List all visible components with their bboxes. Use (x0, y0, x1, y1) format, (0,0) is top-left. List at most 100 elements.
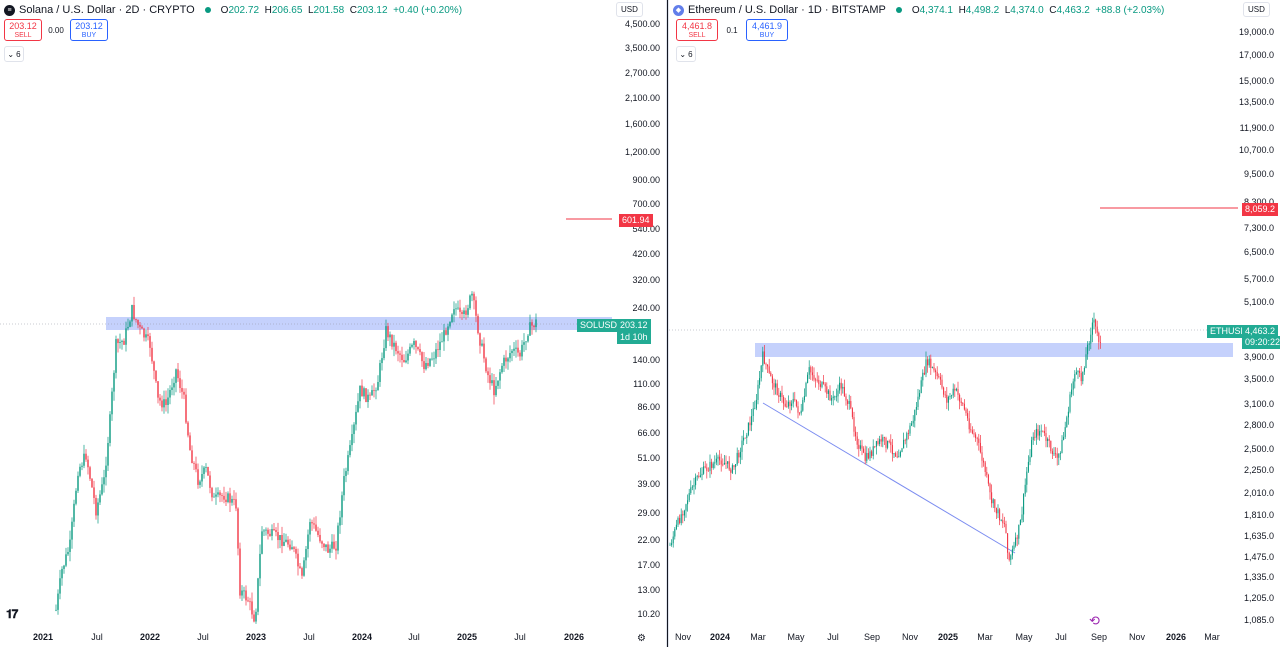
left.y_ticks-tick: 4,500.00 (624, 19, 660, 29)
candle-body (415, 341, 417, 348)
candle-body (675, 524, 677, 530)
candle-body (827, 390, 829, 394)
candle-body (728, 461, 730, 470)
candle-body (891, 445, 893, 455)
candle-body (231, 498, 233, 503)
candle-body (936, 372, 938, 377)
candle-body (397, 351, 399, 354)
candle-body (121, 340, 123, 342)
candle-body (802, 400, 804, 411)
candle-body (57, 593, 59, 610)
candle-body (449, 322, 451, 327)
time-tick: Nov (1128, 632, 1146, 642)
candle-body (1008, 552, 1010, 560)
candle-body (909, 425, 911, 434)
time-tick: Jul (91, 632, 103, 642)
candle-body (205, 467, 207, 468)
candle-body (465, 310, 467, 315)
candle-body (499, 372, 501, 381)
target-price-label: 8,059.2 (1242, 203, 1279, 216)
candle-body (199, 481, 201, 485)
right.y_ticks-tick: 2,500.0 (1243, 443, 1274, 454)
resistance-zone (106, 317, 612, 330)
candle-body (930, 358, 932, 368)
candle-body (832, 396, 834, 399)
indicators-toggle[interactable]: ⌄ 6 (4, 46, 24, 62)
symbol-title[interactable]: Solana / U.S. Dollar · 2D · CRYPTO (19, 4, 195, 16)
left.y_ticks-tick: 86.00 (637, 402, 660, 413)
time-tick: Mar (977, 632, 993, 642)
candle-body (513, 348, 515, 351)
replay-icon[interactable]: ⟲ (1089, 613, 1100, 628)
chart-pane-ethereum[interactable]: ◆ Ethereum / U.S. Dollar · 1D · BITSTAMP… (669, 0, 1280, 647)
time-axis[interactable]: Nov 2024 Mar May Jul Sep Nov 2025 Mar May Jul Sep No… (669, 629, 1238, 647)
candle-body (912, 420, 914, 424)
candle-body (1074, 374, 1076, 382)
candle-body (1093, 319, 1095, 323)
candle-body (706, 467, 708, 471)
left.y_ticks-tick: 900.00 (632, 174, 660, 185)
candle-body (835, 396, 837, 398)
time-tick: Sep (1090, 632, 1108, 642)
candle-body (851, 408, 853, 418)
candle-body (824, 383, 826, 387)
candle-body (309, 522, 311, 535)
candle-body (173, 382, 175, 388)
candle-body (425, 363, 427, 370)
candle-body (991, 492, 993, 504)
candle-body (179, 378, 181, 389)
candle-body (219, 492, 221, 496)
price-axis[interactable]: 4,500.00 3,500.00 2,700.00 2,100.00 1,600.00… (612, 0, 666, 630)
candle-body (973, 433, 975, 435)
time-tick: 2026 (563, 632, 585, 642)
candle-body (691, 486, 693, 488)
right.y_ticks-tick: 1,810.0 (1243, 509, 1274, 520)
candle-body (375, 390, 377, 392)
chart-pane-solana[interactable]: ≡ Solana / U.S. Dollar · 2D · CRYPTO O20… (0, 0, 666, 647)
price-plot-ethereum[interactable] (669, 0, 1238, 630)
candle-body (1029, 456, 1031, 462)
price-plot-solana[interactable] (0, 0, 612, 630)
candle-body (473, 293, 475, 301)
candle-body (191, 450, 193, 464)
candle-body (253, 614, 255, 622)
last-price-label: 4,463.2 (1242, 325, 1279, 338)
candle-body (984, 462, 986, 472)
symbol-title[interactable]: Ethereum / U.S. Dollar · 1D · BITSTAMP (688, 4, 886, 16)
candle-body (682, 514, 684, 516)
currency-label[interactable]: USD (1243, 2, 1270, 17)
candle-body (986, 471, 988, 475)
time-axis[interactable]: 2021 Jul 2022 Jul 2023 Jul 2024 Jul 2025 Jul 2026 (0, 629, 612, 647)
candle-body (821, 382, 823, 387)
right.y_ticks-tick: 2,250.0 (1243, 465, 1274, 476)
time-tick: 2024 (351, 632, 373, 642)
candle-body (461, 311, 463, 315)
candle-body (887, 440, 889, 448)
candle-body (922, 372, 924, 381)
sell-button[interactable]: 4,461.8 SELL (676, 19, 718, 41)
candle-body (387, 326, 389, 338)
candle-body (917, 396, 919, 407)
candle-body (1080, 372, 1082, 382)
bar-countdown: 1d 10h (617, 331, 651, 344)
candle-body (813, 375, 815, 380)
indicators-toggle[interactable]: ⌄ 6 (676, 46, 696, 62)
candle-body (353, 424, 355, 435)
price-axis[interactable]: 19,000.0 17,000.0 15,000.0 13,500.0 11,900.0… (1238, 0, 1280, 630)
candle-body (941, 379, 943, 388)
candle-body (890, 441, 892, 446)
time-tick: 2025 (456, 632, 478, 642)
buy-button[interactable]: 4,461.9 BUY (746, 19, 788, 41)
candle-body (441, 341, 443, 343)
buy-button[interactable]: 203.12 BUY (70, 19, 108, 41)
settings-icon[interactable]: ⚙ (637, 633, 646, 644)
candle-body (417, 347, 419, 350)
tradingview-logo[interactable]: 𝟏𝟕 (6, 607, 18, 621)
sell-button[interactable]: 203.12 SELL (4, 19, 42, 41)
left.y_ticks-tick: 2,100.00 (624, 92, 660, 103)
bar-countdown: 09:20:22 (1242, 336, 1280, 349)
candle-body (859, 445, 861, 449)
currency-label[interactable]: USD (616, 2, 643, 17)
candle-body (295, 548, 297, 554)
candle-body (904, 439, 906, 441)
